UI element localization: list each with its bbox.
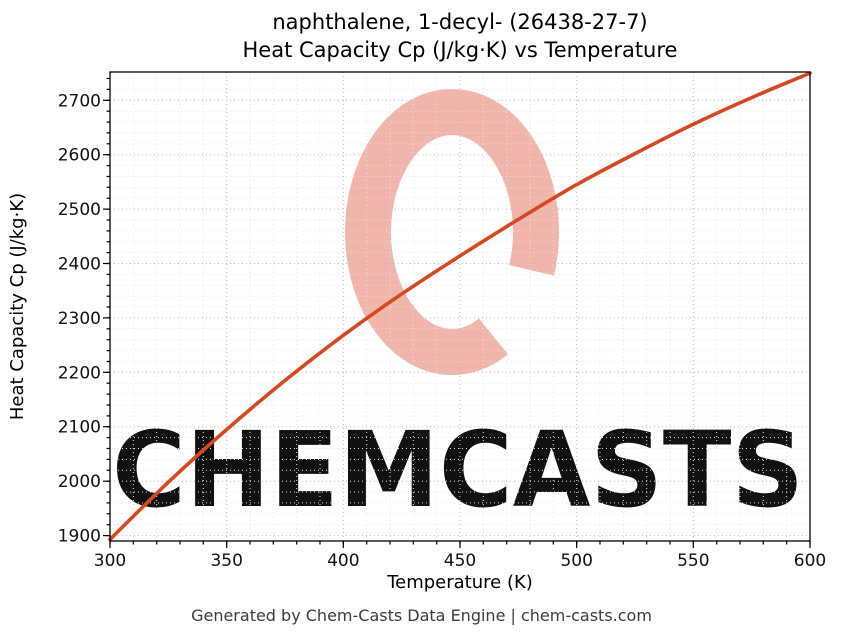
major-grid [109,72,811,541]
y-tick-label: 2200 [58,363,101,383]
y-tick-label: 2400 [58,255,101,275]
chart-title-line1: naphthalene, 1-decyl- (26438-27-7) [272,10,648,34]
y-tick-label: 2700 [58,91,101,111]
x-tick-label: 350 [210,551,242,571]
x-tick-label: 300 [94,551,126,571]
x-tick-labels: 300 350 400 450 500 550 600 [94,551,826,571]
chart-title: naphthalene, 1-decyl- (26438-27-7) Heat … [110,8,810,64]
y-axis-label: Heat Capacity Cp (J/kg·K) [7,192,28,421]
chart-title-line2: Heat Capacity Cp (J/kg·K) vs Temperature [242,38,678,62]
y-tick-label: 2100 [58,418,101,438]
x-tick-label: 600 [794,551,826,571]
watermark-logo-c [345,89,559,375]
cp-curve [108,71,812,542]
x-axis-label: Temperature (K) [387,572,533,593]
axis-ticks [103,77,811,548]
y-tick-label: 2000 [58,472,101,492]
x-tick-label: 500 [560,551,592,571]
y-tick-label: 2600 [58,146,101,166]
x-tick-label: 450 [444,551,476,571]
x-tick-label: 550 [677,551,709,571]
watermark: CHEMCASTS [112,89,804,531]
y-tick-label: 2500 [58,200,101,220]
y-tick-labels: 1900 2000 2100 2200 2300 2400 2500 2600 2700 [58,91,101,546]
y-tick-label: 1900 [58,527,101,547]
footer-credit: Generated by Chem-Casts Data Engine | ch… [191,606,652,625]
x-tick-label: 400 [327,551,359,571]
y-tick-label: 2300 [58,309,101,329]
